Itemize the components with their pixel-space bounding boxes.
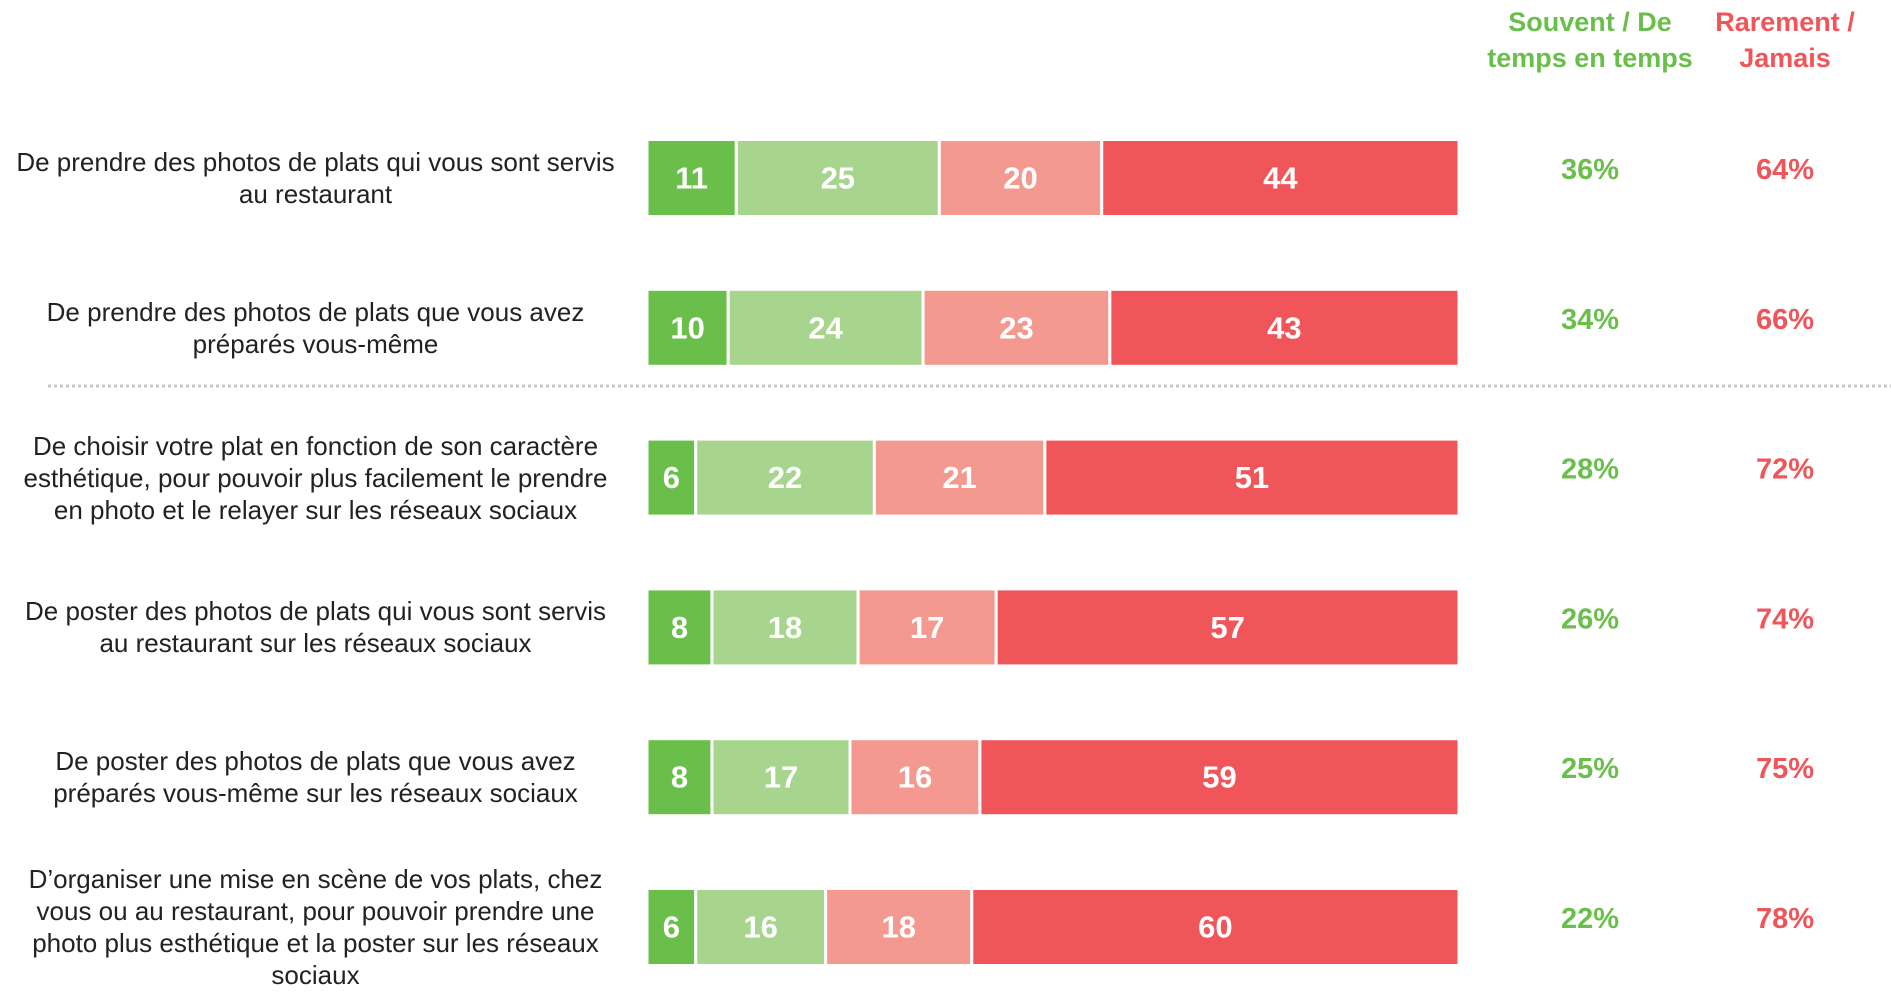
bar-value-label: 22 — [768, 460, 802, 495]
total-value-label: 74% — [1756, 603, 1814, 635]
total-value-label: 22% — [1561, 903, 1619, 935]
total-value-label: 64% — [1756, 154, 1814, 186]
bar-segment — [872, 437, 1047, 518]
category-label: De prendre des photos de plats qui vous … — [16, 147, 615, 209]
bar-value-label: 23 — [999, 310, 1033, 345]
category-label: D’organiser une mise en scène de vos pla… — [28, 864, 603, 990]
bar-value-label: 6 — [663, 460, 680, 495]
total-value-label: 75% — [1756, 753, 1814, 785]
bar-value-label: 16 — [743, 910, 777, 945]
bar-value-label: 6 — [663, 910, 680, 945]
total-value-label: 28% — [1561, 454, 1619, 486]
bar-value-label: 20 — [1003, 161, 1037, 196]
bar-segment — [921, 287, 1112, 368]
bar-segment — [978, 737, 1461, 818]
bar-value-label: 16 — [898, 760, 932, 795]
bar-segment — [694, 437, 876, 518]
bar-value-label: 21 — [942, 460, 976, 495]
bar-segment — [1100, 138, 1461, 218]
total-value-label: 66% — [1756, 304, 1814, 336]
bar-segment — [970, 887, 1461, 967]
bar-value-label: 24 — [808, 310, 843, 345]
category-label: De prendre des photos de plats que vous … — [46, 296, 585, 359]
bar-segment — [645, 138, 738, 218]
bar-value-label: 59 — [1202, 760, 1236, 795]
category-label: De poster des photos de plats que vous a… — [53, 746, 578, 809]
category-label: De poster des photos de plats qui vous s… — [25, 596, 606, 659]
bar-value-label: 17 — [910, 610, 944, 645]
bar-segment — [1108, 287, 1461, 368]
bar-segment — [645, 287, 730, 368]
bar-value-label: 11 — [675, 161, 708, 196]
column-header: Souvent / De temps en temps — [1487, 7, 1693, 73]
total-value-label: 25% — [1561, 753, 1619, 785]
bar-value-label: 18 — [881, 910, 915, 945]
bar-value-label: 17 — [764, 760, 798, 795]
bar-segment — [937, 138, 1104, 218]
category-label: De choisir votre plat en fonction de son… — [23, 430, 608, 525]
bar-value-label: 51 — [1235, 460, 1269, 495]
total-value-label: 36% — [1561, 154, 1619, 186]
bar-value-label: 8 — [671, 610, 688, 645]
total-value-label: 26% — [1561, 603, 1619, 635]
total-value-label: 34% — [1561, 304, 1619, 336]
bar-value-label: 44 — [1263, 161, 1298, 196]
bar-segment — [994, 587, 1461, 668]
bar-value-label: 25 — [821, 161, 855, 196]
bar-value-label: 60 — [1198, 910, 1232, 945]
bar-segment — [856, 587, 998, 668]
bar-value-label: 10 — [670, 310, 704, 345]
column-header: Rarement / Jamais — [1715, 7, 1855, 73]
bar-segment — [694, 887, 828, 967]
bar-value-label: 18 — [768, 610, 802, 645]
bar-value-label: 43 — [1267, 310, 1301, 345]
bar-segment — [726, 287, 925, 368]
total-value-label: 72% — [1756, 454, 1814, 486]
bar-value-label: 8 — [671, 760, 688, 795]
bar-segment — [1043, 437, 1461, 518]
total-value-label: 78% — [1756, 903, 1814, 935]
bar-segment — [848, 737, 982, 818]
bar-value-label: 57 — [1210, 610, 1244, 645]
bar-segment — [710, 587, 860, 668]
